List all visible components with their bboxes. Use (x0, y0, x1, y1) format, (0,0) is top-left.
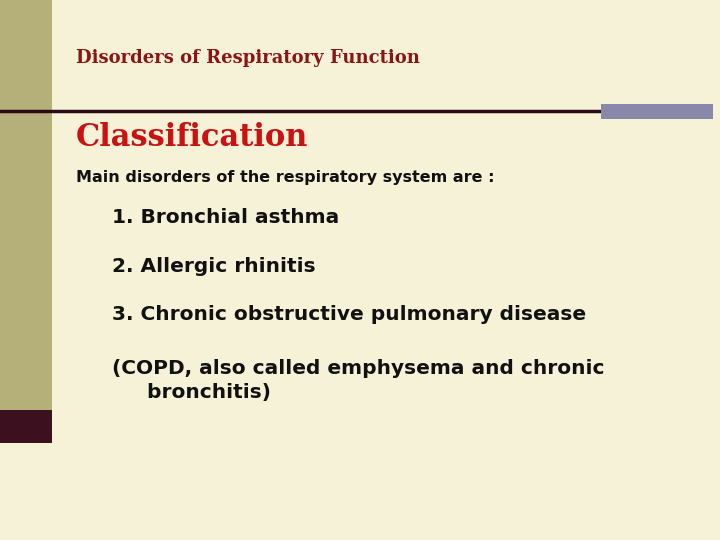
Bar (0, 0, 52, 410)
Bar (601, 104, 713, 119)
Text: 3. Chronic obstructive pulmonary disease: 3. Chronic obstructive pulmonary disease (112, 305, 586, 324)
Text: 2. Allergic rhinitis: 2. Allergic rhinitis (112, 256, 315, 275)
Text: Classification: Classification (76, 122, 308, 152)
Text: Main disorders of the respiratory system are :: Main disorders of the respiratory system… (76, 170, 494, 185)
Bar (0, 410, 52, 443)
Text: Disorders of Respiratory Function: Disorders of Respiratory Function (76, 49, 420, 66)
Text: 1. Bronchial asthma: 1. Bronchial asthma (112, 208, 339, 227)
Text: (COPD, also called emphysema and chronic
     bronchitis): (COPD, also called emphysema and chronic… (112, 359, 604, 402)
